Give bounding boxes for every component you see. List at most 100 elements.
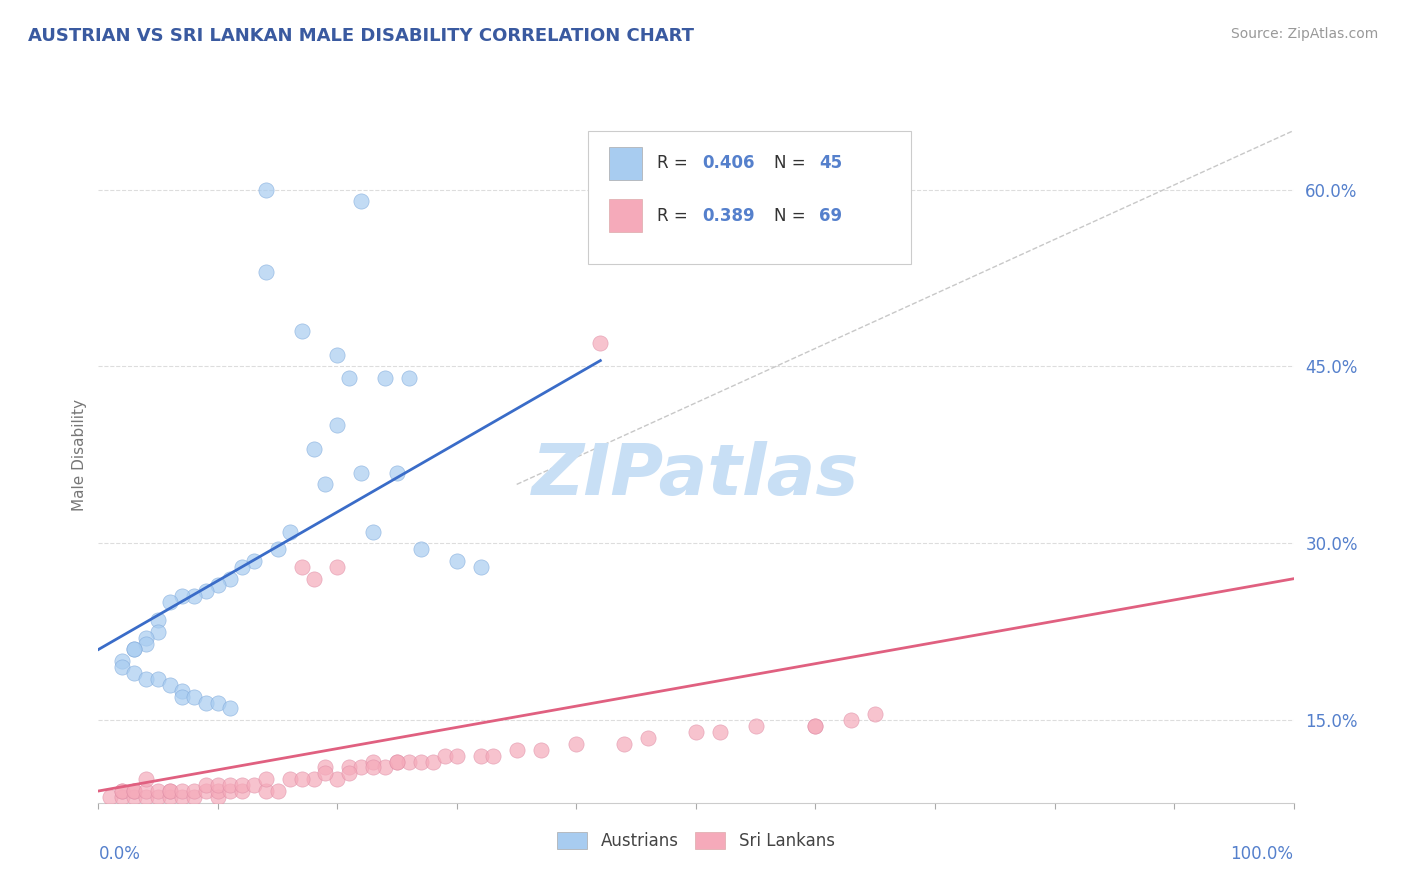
Point [302,572,325,586]
Point [207,789,229,804]
Point [135,672,157,686]
Point [219,572,242,586]
Point [111,660,134,674]
Text: R =: R = [657,207,693,225]
Point [302,442,325,456]
Point [243,554,266,568]
Point [183,784,205,798]
Point [350,194,373,209]
Point [363,755,385,769]
Point [326,560,349,574]
Point [637,731,659,745]
Y-axis label: Male Disability: Male Disability [72,399,87,511]
Point [804,719,827,733]
Point [231,778,253,792]
Text: 0.406: 0.406 [702,154,755,172]
Point [219,778,242,792]
Point [290,560,312,574]
Point [111,784,134,798]
Point [745,719,768,733]
FancyBboxPatch shape [609,199,643,232]
Point [422,755,444,769]
Point [148,784,170,798]
Point [207,696,229,710]
Text: Source: ZipAtlas.com: Source: ZipAtlas.com [1230,27,1378,41]
Point [290,324,312,338]
Point [159,789,181,804]
Point [135,631,157,645]
Point [613,737,636,751]
Point [243,778,266,792]
Point [219,701,242,715]
Point [302,772,325,787]
Point [159,784,181,798]
Text: N =: N = [773,154,810,172]
Point [326,772,349,787]
Point [709,725,731,739]
Point [135,789,157,804]
Point [254,265,277,279]
Point [254,183,277,197]
Point [172,683,194,698]
Point [411,755,433,769]
Point [326,418,349,433]
Point [290,772,312,787]
Point [194,778,217,792]
Point [315,760,337,774]
Point [337,371,360,385]
Point [124,784,146,798]
Point [172,590,194,604]
Point [267,784,290,798]
Point [231,560,253,574]
Point [506,743,529,757]
Point [172,690,194,704]
Point [207,577,229,591]
Point [278,524,301,539]
Point [446,554,468,568]
Point [254,784,277,798]
Point [135,784,157,798]
Point [194,784,217,798]
Point [267,542,290,557]
Point [148,789,170,804]
Text: 100.0%: 100.0% [1230,845,1294,863]
Point [111,784,134,798]
Point [446,748,468,763]
Point [148,624,170,639]
Point [385,755,409,769]
Point [315,766,337,780]
Point [124,789,146,804]
FancyBboxPatch shape [588,131,911,263]
Point [98,789,122,804]
Point [172,784,194,798]
Point [398,371,420,385]
Point [135,637,157,651]
Point [207,778,229,792]
Point [350,466,373,480]
Point [278,772,301,787]
Point [470,748,492,763]
Point [326,348,349,362]
Text: AUSTRIAN VS SRI LANKAN MALE DISABILITY CORRELATION CHART: AUSTRIAN VS SRI LANKAN MALE DISABILITY C… [28,27,695,45]
Text: 45: 45 [820,154,842,172]
Point [363,760,385,774]
Point [111,789,134,804]
Point [159,678,181,692]
Point [385,755,409,769]
Point [135,772,157,787]
Point [183,789,205,804]
Point [159,784,181,798]
Point [148,613,170,627]
Point [470,560,492,574]
Point [315,477,337,491]
Point [194,583,217,598]
Text: ZIPatlas: ZIPatlas [533,442,859,510]
Point [124,666,146,681]
Point [863,707,886,722]
Point [183,590,205,604]
Point [219,784,242,798]
FancyBboxPatch shape [609,146,643,180]
Point [337,766,360,780]
Point [124,784,146,798]
Point [433,748,456,763]
